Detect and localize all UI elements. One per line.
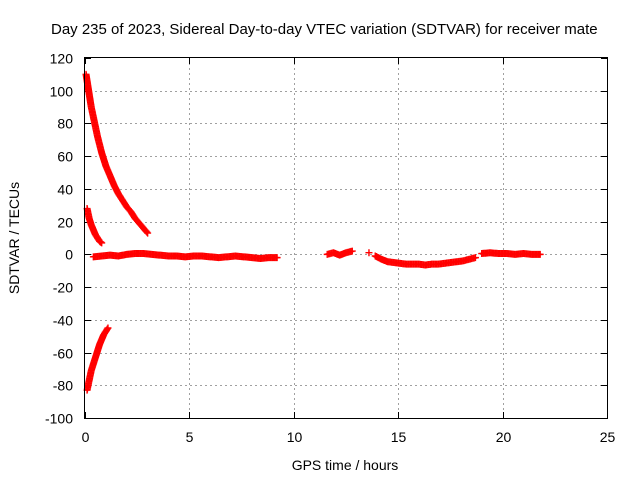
- series-isolated-point: [365, 249, 373, 257]
- x-tick-label: 25: [600, 429, 616, 445]
- y-tick-label: 80: [57, 116, 73, 132]
- y-axis-label: SDTVAR / TECUs: [6, 182, 22, 294]
- data-point: [273, 254, 281, 262]
- series-near-zero-band-1: [89, 250, 281, 262]
- data-point: [143, 228, 151, 236]
- y-axis-ticks: -100 -80 -60 -40 -20 0 20 40 60 80 100 120: [45, 51, 607, 427]
- y-tick-label: 40: [57, 182, 73, 198]
- y-tick-label: 20: [57, 215, 73, 231]
- plot-frame: [84, 57, 608, 419]
- x-tick-label: 5: [186, 429, 194, 445]
- data-point: [104, 324, 112, 332]
- x-tick-label: 10: [287, 429, 303, 445]
- grid: [85, 58, 607, 418]
- y-tick-label: -20: [53, 280, 73, 296]
- y-tick-label: -100: [45, 411, 73, 427]
- y-tick-label: -80: [53, 378, 73, 394]
- y-tick-label: 120: [50, 51, 74, 67]
- data-point: [348, 247, 356, 255]
- data-point: [365, 249, 373, 257]
- series-near-zero-band-3: [478, 249, 544, 258]
- series-high-elevation-decay-arc: [82, 70, 152, 237]
- y-tick-label: 60: [57, 149, 73, 165]
- data-point: [98, 239, 106, 247]
- y-tick-label: 100: [50, 84, 74, 100]
- x-tick-label: 0: [82, 429, 90, 445]
- chart-title: Day 235 of 2023, Sidereal Day-to-day VTE…: [51, 21, 598, 38]
- data-point: [536, 250, 544, 258]
- data-point: [144, 229, 152, 237]
- y-tick-label: -40: [53, 313, 73, 329]
- series-shallow-dip-arc: [371, 252, 479, 269]
- x-tick-label: 20: [496, 429, 512, 445]
- x-axis-label: GPS time / hours: [292, 457, 399, 473]
- series-short-decay-arc: [83, 205, 106, 247]
- series-negative-rising-arc: [83, 324, 112, 394]
- x-axis-ticks: 0 5 10 15 20 25: [82, 58, 616, 445]
- data-point: [471, 254, 479, 262]
- x-tick-label: 15: [391, 429, 407, 445]
- y-tick-label: 0: [65, 247, 73, 263]
- y-tick-label: -60: [53, 346, 73, 362]
- data-points: [82, 70, 544, 394]
- series-near-zero-band-2: [323, 247, 356, 259]
